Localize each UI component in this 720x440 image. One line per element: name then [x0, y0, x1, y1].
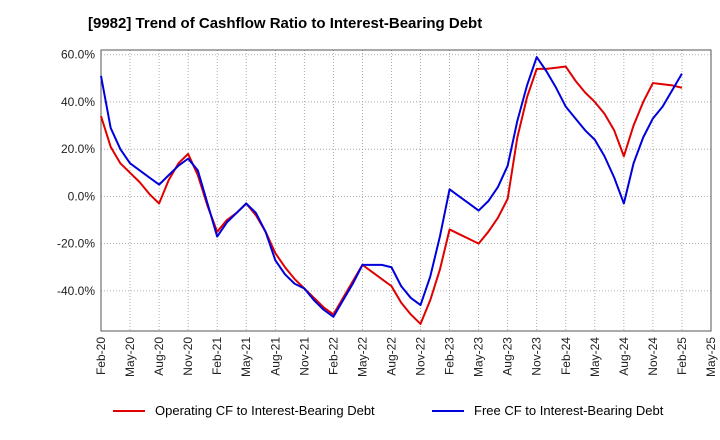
- x-tick-label: Nov-21: [297, 337, 311, 376]
- x-tick-label: Feb-21: [210, 337, 224, 375]
- x-tick-label: Aug-22: [384, 337, 398, 376]
- legend-item-2: Free CF to Interest-Bearing Debt: [432, 403, 663, 418]
- x-tick-label: Feb-24: [559, 337, 573, 375]
- x-tick-label: Aug-23: [501, 337, 515, 376]
- x-tick-label: May-20: [123, 337, 137, 377]
- series-line-1: [100, 65, 683, 325]
- y-tick-label: 60.0%: [61, 48, 95, 62]
- y-tick-label: 20.0%: [61, 142, 95, 156]
- y-tick-label: 40.0%: [61, 95, 95, 109]
- x-tick-label: Feb-23: [443, 337, 457, 375]
- x-tick-label: May-25: [704, 337, 718, 377]
- legend-label: Operating CF to Interest-Bearing Debt: [155, 403, 375, 418]
- x-tick-label: Aug-20: [152, 337, 166, 376]
- x-tick-label: May-21: [239, 337, 253, 377]
- legend-item-1: Operating CF to Interest-Bearing Debt: [113, 403, 375, 418]
- x-tick-label: Feb-25: [675, 337, 689, 375]
- x-tick-label: May-22: [355, 337, 369, 377]
- chart-title: [9982] Trend of Cashflow Ratio to Intere…: [88, 15, 483, 32]
- x-tick-label: Feb-20: [94, 337, 108, 375]
- chart-plot: 60.0% 40.0% 20.0% 0.0% -20.0% -40.0% Feb-20 May…: [57, 48, 718, 377]
- plot-border: [100, 49, 712, 332]
- y-tick-label: 0.0%: [68, 189, 96, 203]
- legend-swatch: [113, 409, 145, 412]
- legend: Operating CF to Interest-Bearing Debt Fre…: [0, 403, 720, 425]
- series-line-2: [100, 56, 683, 318]
- x-tick-label: May-24: [588, 337, 602, 377]
- x-tick-label: Nov-24: [646, 337, 660, 376]
- x-tick-label: Nov-23: [530, 337, 544, 376]
- x-tick-label: Aug-21: [268, 337, 282, 376]
- y-tick-label: -40.0%: [57, 284, 95, 298]
- x-tick-label: Nov-20: [181, 337, 195, 376]
- x-tick-label: May-23: [472, 337, 486, 377]
- legend-label: Free CF to Interest-Bearing Debt: [474, 403, 664, 418]
- y-tick-label: -20.0%: [57, 237, 95, 251]
- legend-swatch: [432, 409, 464, 412]
- x-tick-label: Aug-24: [617, 337, 631, 376]
- x-tick-label: Nov-22: [414, 337, 428, 376]
- x-tick-label: Feb-22: [326, 337, 340, 375]
